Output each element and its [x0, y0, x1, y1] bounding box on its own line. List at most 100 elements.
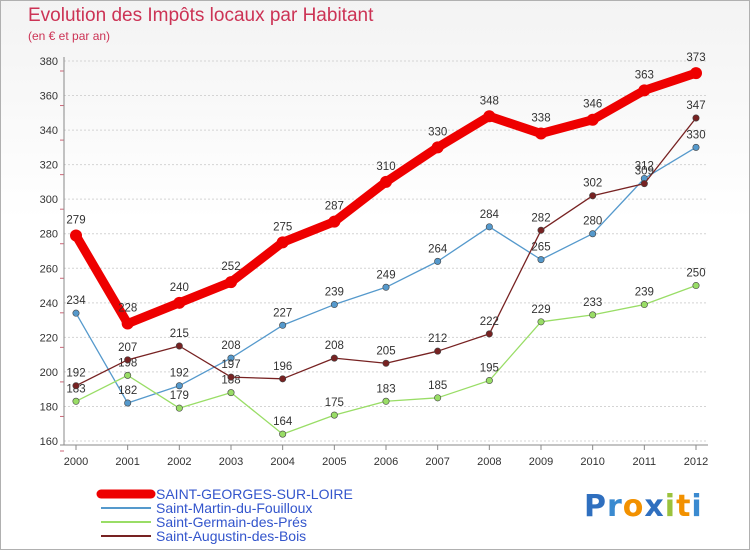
x-tick-label: 2010 — [580, 456, 604, 468]
chart-subtitle: (en € et par an) — [28, 29, 111, 43]
data-label-saint-martin-du-fouilloux: 284 — [480, 209, 500, 221]
y-tick-label: 240 — [40, 298, 58, 310]
data-label-saint-augustin-des-bois: 205 — [376, 345, 395, 357]
data-label-saint-georges-sur-loire: 287 — [325, 201, 344, 213]
data-label-saint-augustin-des-bois: 192 — [66, 368, 85, 380]
data-point-saint-georges-sur-loire — [225, 276, 237, 289]
data-label-saint-germain-des-pr-s: 233 — [583, 297, 602, 309]
data-label-saint-georges-sur-loire: 240 — [170, 282, 189, 294]
data-point-saint-augustin-des-bois — [382, 359, 390, 367]
data-label-saint-augustin-des-bois: 222 — [480, 316, 499, 328]
x-tick-label: 2001 — [115, 456, 139, 468]
data-point-saint-martin-du-fouilloux — [72, 309, 80, 317]
data-point-saint-augustin-des-bois — [227, 373, 235, 381]
data-label-saint-germain-des-pr-s: 250 — [686, 268, 705, 280]
y-tick-label: 260 — [40, 263, 58, 275]
data-point-saint-germain-des-pr-s — [692, 282, 700, 290]
data-label-saint-martin-du-fouilloux: 208 — [221, 340, 240, 352]
logo-letter: i — [691, 489, 703, 524]
proxiti-logo: Proxiti — [584, 489, 703, 524]
data-point-saint-augustin-des-bois — [330, 354, 338, 362]
y-tick-label: 160 — [40, 436, 58, 448]
data-point-saint-georges-sur-loire — [173, 296, 186, 309]
data-label-saint-germain-des-pr-s: 179 — [170, 390, 189, 402]
data-point-saint-martin-du-fouilloux — [227, 354, 235, 362]
data-point-saint-georges-sur-loire — [535, 127, 547, 140]
data-point-saint-georges-sur-loire — [121, 317, 134, 330]
data-label-saint-augustin-des-bois: 207 — [118, 342, 137, 354]
logo-letter: o — [622, 489, 645, 524]
data-point-saint-germain-des-pr-s — [485, 377, 493, 385]
y-tick-label: 300 — [40, 194, 58, 206]
data-point-saint-germain-des-pr-s — [72, 397, 80, 405]
data-label-saint-augustin-des-bois: 197 — [221, 359, 240, 371]
data-label-saint-augustin-des-bois: 196 — [273, 361, 292, 373]
data-point-saint-martin-du-fouilloux — [485, 223, 493, 231]
data-point-saint-augustin-des-bois — [692, 114, 700, 122]
y-tick-label: 360 — [40, 91, 58, 103]
x-tick-label: 2005 — [322, 456, 346, 468]
y-tick-label: 320 — [40, 160, 58, 172]
data-point-saint-martin-du-fouilloux — [692, 143, 700, 151]
data-point-saint-georges-sur-loire — [70, 229, 82, 242]
data-point-saint-martin-du-fouilloux — [537, 256, 545, 264]
x-tick-label: 2000 — [64, 456, 88, 468]
x-tick-label: 2004 — [270, 456, 294, 468]
data-label-saint-georges-sur-loire: 310 — [376, 161, 395, 173]
data-point-saint-augustin-des-bois — [537, 226, 545, 234]
logo-letter: P — [584, 489, 607, 524]
data-point-saint-augustin-des-bois — [589, 192, 597, 200]
logo-letter: t — [676, 489, 692, 524]
data-point-saint-martin-du-fouilloux — [279, 321, 287, 329]
data-point-saint-georges-sur-loire — [276, 236, 289, 249]
data-label-saint-germain-des-pr-s: 229 — [531, 304, 550, 316]
x-tick-label: 2006 — [374, 456, 398, 468]
y-tick-label: 280 — [40, 229, 58, 241]
data-label-saint-augustin-des-bois: 347 — [686, 100, 705, 112]
data-point-saint-martin-du-fouilloux — [382, 283, 390, 291]
x-tick-label: 2009 — [529, 456, 553, 468]
data-point-saint-germain-des-pr-s — [537, 318, 545, 326]
data-point-saint-augustin-des-bois — [279, 375, 287, 383]
data-label-saint-augustin-des-bois: 309 — [635, 166, 654, 178]
logo-letter: i — [664, 489, 677, 524]
logo-letter: r — [607, 489, 623, 524]
data-label-saint-martin-du-fouilloux: 330 — [686, 129, 705, 141]
data-point-saint-germain-des-pr-s — [382, 397, 390, 405]
data-point-saint-augustin-des-bois — [124, 356, 132, 364]
data-label-saint-georges-sur-loire: 363 — [635, 69, 654, 81]
data-point-saint-germain-des-pr-s — [279, 430, 287, 438]
data-point-saint-martin-du-fouilloux — [175, 382, 183, 390]
chart-title: Evolution des Impôts locaux par Habitant — [28, 5, 374, 26]
data-label-saint-georges-sur-loire: 330 — [428, 126, 447, 138]
x-tick-label: 2003 — [219, 456, 243, 468]
data-label-saint-germain-des-pr-s: 183 — [376, 383, 395, 395]
data-label-saint-georges-sur-loire: 252 — [221, 261, 240, 273]
data-label-saint-augustin-des-bois: 208 — [325, 340, 344, 352]
x-tick-label: 2012 — [684, 456, 708, 468]
data-label-saint-martin-du-fouilloux: 227 — [273, 307, 292, 319]
data-label-saint-georges-sur-loire: 373 — [686, 52, 705, 64]
data-label-saint-georges-sur-loire: 279 — [66, 214, 85, 226]
y-tick-label: 220 — [40, 332, 58, 344]
data-label-saint-martin-du-fouilloux: 280 — [583, 216, 602, 228]
data-label-saint-augustin-des-bois: 212 — [428, 333, 447, 345]
legend-label: Saint-Germain-des-Prés — [156, 514, 307, 530]
y-tick-label: 180 — [40, 401, 58, 413]
data-label-saint-germain-des-pr-s: 198 — [118, 357, 137, 369]
data-point-saint-martin-du-fouilloux — [434, 257, 442, 265]
data-label-saint-martin-du-fouilloux: 234 — [66, 295, 86, 307]
data-point-saint-georges-sur-loire — [586, 113, 599, 126]
data-label-saint-germain-des-pr-s: 239 — [635, 287, 654, 299]
data-label-saint-martin-du-fouilloux: 192 — [170, 368, 189, 380]
data-point-saint-georges-sur-loire — [431, 141, 444, 154]
legend-label: Saint-Martin-du-Fouilloux — [156, 500, 312, 516]
data-point-saint-germain-des-pr-s — [227, 389, 235, 397]
x-tick-label: 2007 — [425, 456, 449, 468]
data-point-saint-augustin-des-bois — [72, 382, 80, 390]
x-tick-label: 2002 — [167, 456, 191, 468]
data-label-saint-martin-du-fouilloux: 312 — [635, 160, 654, 172]
data-point-saint-georges-sur-loire — [638, 84, 651, 97]
data-point-saint-augustin-des-bois — [434, 347, 442, 355]
